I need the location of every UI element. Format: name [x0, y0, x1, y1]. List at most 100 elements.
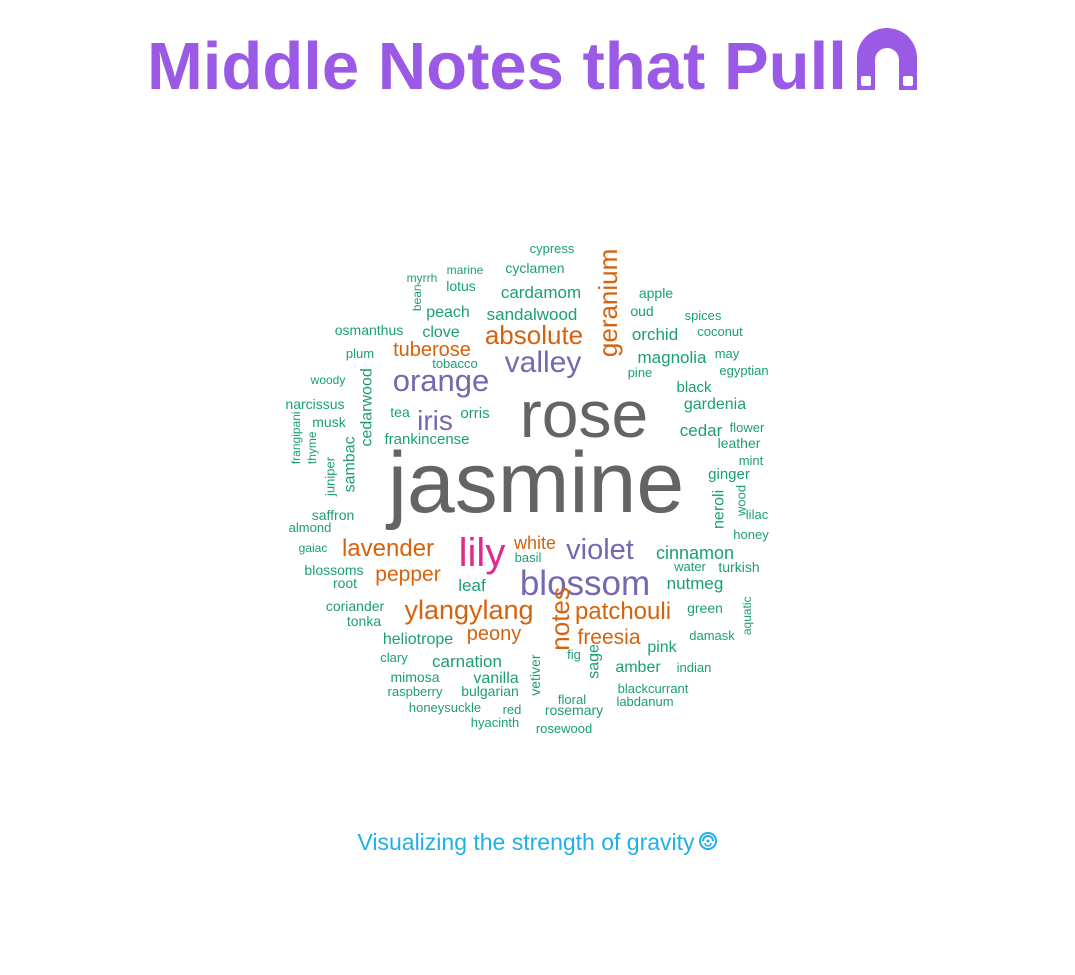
word-heliotrope: heliotrope — [383, 631, 453, 648]
word-rose: rose — [520, 377, 648, 451]
word-labdanum: labdanum — [616, 694, 673, 709]
word-rosewood: rosewood — [536, 721, 592, 736]
word-lotus: lotus — [446, 278, 476, 294]
word-wood: wood — [734, 485, 749, 517]
word-cedarwood: cedarwood — [359, 368, 376, 446]
word-tonka: tonka — [347, 613, 381, 629]
word-lavender: lavender — [342, 535, 434, 562]
word-narcissus: narcissus — [285, 396, 344, 412]
word-peach: peach — [426, 304, 470, 321]
word-bean: bean — [410, 284, 424, 311]
word-iris: iris — [417, 405, 453, 436]
word-bulgarian: bulgarian — [461, 683, 519, 699]
word-jasmine: jasmine — [385, 435, 684, 531]
word-rosemary: rosemary — [545, 702, 603, 718]
word-frankincense: frankincense — [384, 431, 469, 448]
word-neroli: neroli — [711, 490, 728, 529]
word-turkish: turkish — [718, 559, 759, 575]
word-oud: oud — [630, 303, 653, 319]
word-patchouli: patchouli — [575, 598, 671, 625]
word-orchid: orchid — [632, 325, 678, 344]
word-tobacco: tobacco — [432, 356, 478, 371]
word-floral: floral — [558, 692, 586, 707]
word-mint: mint — [739, 453, 764, 468]
word-juniper: juniper — [323, 456, 338, 497]
word-white: white — [513, 533, 556, 553]
word-aquatic: aquatic — [740, 596, 754, 635]
word-ginger: ginger — [708, 466, 750, 483]
word-red: red — [503, 702, 522, 717]
word-leaf: leaf — [458, 576, 486, 595]
page-title: Middle Notes that Pull — [147, 22, 919, 112]
word-lily: lily — [459, 531, 506, 575]
word-amber: amber — [615, 659, 661, 676]
word-mimosa: mimosa — [390, 669, 439, 685]
word-myrrh: myrrh — [407, 271, 438, 285]
word-black: black — [676, 379, 712, 396]
word-nutmeg: nutmeg — [667, 574, 724, 593]
word-vetiver: vetiver — [527, 654, 543, 696]
word-spices: spices — [685, 308, 722, 323]
word-apple: apple — [639, 285, 673, 301]
page-title-text: Middle Notes that Pull — [147, 29, 847, 104]
word-magnolia: magnolia — [638, 348, 708, 367]
word-orris: orris — [460, 405, 489, 422]
word-frangipani: frangipani — [289, 411, 303, 464]
word-blossom: blossom — [520, 564, 650, 603]
word-sambac: sambac — [342, 436, 359, 492]
word-honeysuckle: honeysuckle — [409, 700, 481, 715]
word-hyacinth: hyacinth — [471, 715, 519, 730]
word-geranium: geranium — [593, 249, 623, 357]
word-absolute: absolute — [485, 320, 583, 350]
word-saffron: saffron — [312, 507, 355, 523]
word-tea: tea — [390, 404, 410, 420]
word-coriander: coriander — [326, 598, 385, 614]
word-notes: notes — [545, 587, 575, 651]
word-damask: damask — [689, 628, 735, 643]
word-pine: pine — [628, 365, 653, 380]
word-osmanthus: osmanthus — [335, 322, 403, 338]
word-basil: basil — [515, 550, 542, 565]
word-woody: woody — [310, 373, 346, 387]
word-raspberry: raspberry — [388, 684, 443, 699]
word-pink: pink — [647, 639, 677, 656]
word-lilac: lilac — [746, 507, 769, 522]
word-fig: fig — [567, 647, 581, 662]
word-green: green — [687, 600, 723, 616]
word-may: may — [715, 346, 740, 361]
word-cinnamon: cinnamon — [656, 543, 734, 563]
word-indian: indian — [677, 660, 712, 675]
word-leather: leather — [718, 435, 761, 451]
word-ylangylang: ylangylang — [404, 595, 533, 625]
word-clove: clove — [422, 324, 459, 341]
word-plum: plum — [346, 346, 374, 361]
word-violet: violet — [566, 534, 634, 566]
word-gaiac: gaiac — [299, 541, 328, 555]
gravity-swirl-icon — [698, 830, 718, 857]
magnet-icon — [855, 28, 919, 112]
subtitle: Visualizing the strength of gravity — [0, 828, 1075, 857]
word-carnation: carnation — [432, 652, 502, 671]
word-flower: flower — [730, 420, 765, 435]
word-sandalwood: sandalwood — [487, 305, 578, 324]
word-honey: honey — [733, 527, 769, 542]
word-blossoms: blossoms — [304, 562, 363, 578]
word-thyme: thyme — [305, 431, 319, 464]
word-musk: musk — [312, 414, 346, 430]
word-vanilla: vanilla — [473, 670, 518, 687]
word-freesia: freesia — [577, 626, 640, 649]
word-blackcurrant: blackcurrant — [618, 681, 689, 696]
word-valley: valley — [505, 346, 582, 379]
word-tuberose: tuberose — [393, 339, 471, 361]
word-almond: almond — [289, 520, 332, 535]
word-egyptian: egyptian — [719, 363, 768, 378]
word-cypress: cypress — [530, 241, 575, 256]
word-gardenia: gardenia — [684, 396, 746, 413]
word-pepper: pepper — [375, 563, 440, 586]
word-marine: marine — [447, 263, 484, 277]
word-root: root — [333, 575, 357, 591]
word-orange: orange — [393, 363, 490, 398]
subtitle-text: Visualizing the strength of gravity — [357, 829, 695, 855]
word-peony: peony — [467, 623, 522, 645]
